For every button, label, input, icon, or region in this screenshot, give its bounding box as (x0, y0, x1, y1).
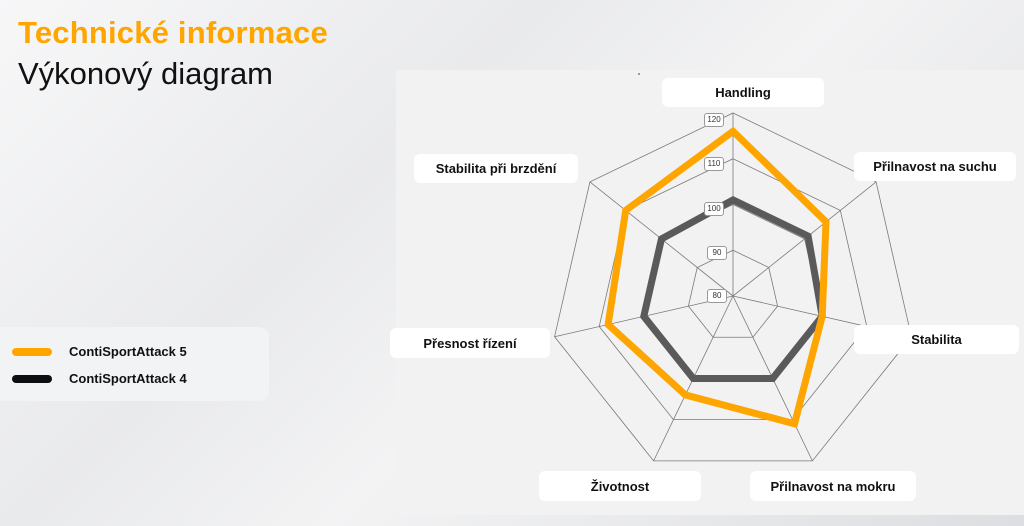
series-line-contisportattack-5 (604, 126, 830, 429)
tick-label-90: 90 (707, 246, 727, 260)
axis-label-handling: Handling (662, 78, 824, 107)
legend-label: ContiSportAttack 5 (69, 344, 187, 359)
series-line-contisportattack-4 (640, 195, 826, 382)
axis-label-lifespan: Životnost (539, 471, 701, 501)
tick-label-80: 80 (707, 289, 727, 303)
chart-legend: ContiSportAttack 5 ContiSportAttack 4 (0, 327, 269, 401)
page-title: Technické informace (18, 15, 328, 50)
radar-chart (554, 112, 912, 462)
grid-spoke (732, 181, 877, 297)
grid-ring-120 (554, 112, 912, 462)
axis-label-braking-stability: Stabilita při brzdění (414, 154, 578, 183)
legend-swatch-orange (12, 347, 52, 356)
radar-chart-panel: Handling Přilnavost na suchu Stabilita P… (390, 70, 1024, 515)
axis-label-wet-grip: Přilnavost na mokru (750, 471, 916, 501)
legend-swatch-black (12, 374, 52, 383)
tick-label-110: 110 (704, 157, 724, 171)
stray-dot (638, 73, 640, 75)
axis-label-dry-grip: Přilnavost na suchu (854, 152, 1016, 181)
legend-label: ContiSportAttack 4 (69, 371, 187, 386)
legend-item-csa5[interactable]: ContiSportAttack 5 (12, 344, 187, 359)
page-subtitle: Výkonový diagram (18, 56, 274, 91)
axis-label-steering-precision: Přesnost řízení (390, 328, 550, 358)
grid-ring-90 (687, 249, 779, 338)
tick-label-120: 120 (704, 113, 724, 127)
legend-item-csa4[interactable]: ContiSportAttack 4 (12, 371, 187, 386)
tick-label-100: 100 (704, 202, 724, 216)
axis-label-stability: Stabilita (854, 325, 1019, 354)
